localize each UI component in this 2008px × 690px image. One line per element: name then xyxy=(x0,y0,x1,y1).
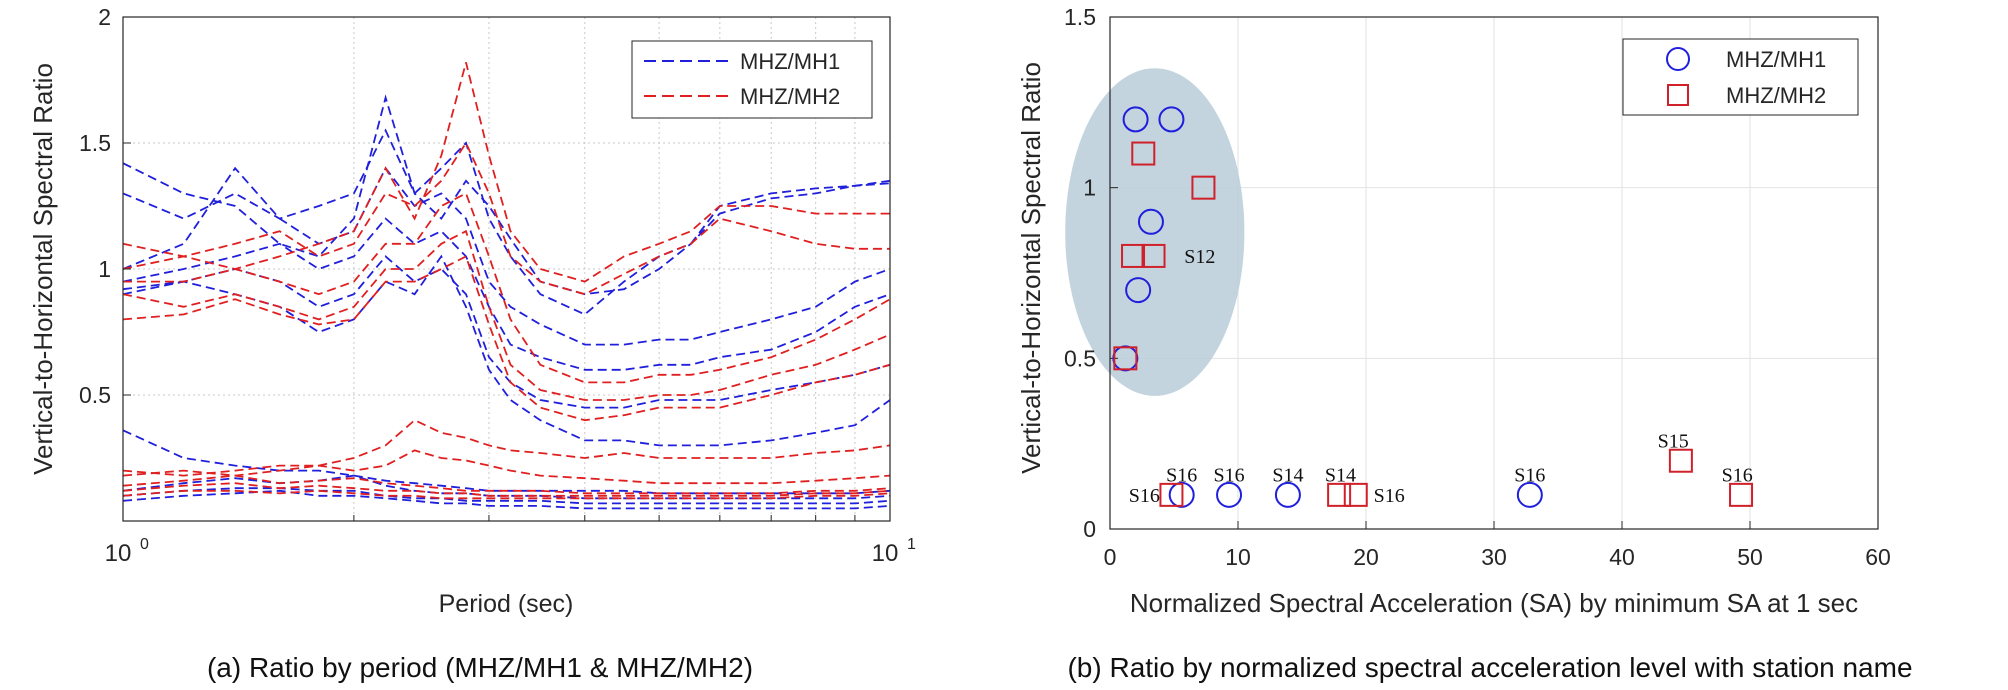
chart-b-point-square xyxy=(1141,243,1166,268)
chart-b-station-label: S16 xyxy=(1722,464,1753,486)
chart-a-series-line xyxy=(122,166,891,346)
chart-b-station-label: S16 xyxy=(1213,464,1244,486)
chart-b-xtick-label: 20 xyxy=(1353,544,1379,570)
chart-b-legend-marker-square xyxy=(1667,84,1689,106)
chart-b-ytick-label: 1 xyxy=(1083,175,1096,201)
chart-a-ytick-label: 2 xyxy=(98,4,111,30)
chart-b-xtick-label: 50 xyxy=(1737,544,1763,570)
chart-a-series-line xyxy=(123,192,891,384)
chart-b-point-square xyxy=(1113,346,1138,371)
chart-b-ytick-label: 0 xyxy=(1083,516,1096,542)
chart-b-point-square xyxy=(1191,175,1216,200)
chart-a-ytick-label: 0.5 xyxy=(79,382,111,408)
caption-a: (a) Ratio by period (MHZ/MH1 & MHZ/MH2) xyxy=(207,652,753,683)
chart-b-xtick-label: 40 xyxy=(1609,544,1635,570)
chart-b-legend: MHZ/MH1 MHZ/MH2 xyxy=(1622,38,1859,116)
chart-a-legend: MHZ/MH1 MHZ/MH2 xyxy=(631,40,873,119)
chart-a-series-line xyxy=(122,489,891,500)
chart-b-point-circle xyxy=(1137,208,1164,235)
chart-b-point-circle xyxy=(1158,106,1185,133)
chart-a-series-line xyxy=(122,141,890,296)
chart-b-point-square xyxy=(1729,482,1754,507)
chart-a-ylabel: Vertical-to-Horizontal Spectral Ratio xyxy=(28,63,58,475)
chart-b-point-square xyxy=(1343,482,1368,507)
chart-a-series-line xyxy=(122,474,891,495)
chart-a-legend-label-2: MHZ/MH2 xyxy=(740,84,840,109)
chart-a-ytick-label: 1.5 xyxy=(79,130,111,156)
chart-a-series-line xyxy=(122,474,891,500)
chart-a-series-line xyxy=(122,254,891,447)
chart-b-ytick-label: 0.5 xyxy=(1064,345,1096,371)
chart-b-point-circle xyxy=(1122,106,1149,133)
chart-b-legend-label-2: MHZ/MH2 xyxy=(1726,83,1826,108)
chart-a-series-line xyxy=(122,62,890,283)
chart-a-legend-label-1: MHZ/MH1 xyxy=(740,49,840,74)
caption-b: (b) Ratio by normalized spectral acceler… xyxy=(1067,652,1912,683)
chart-b-point-square xyxy=(1327,482,1352,507)
chart-a-series-line xyxy=(122,487,891,505)
chart-b-annotations: S12 S16 S16 S14 S14 S16 S15 S16 S16 S16 xyxy=(1129,246,1753,507)
chart-b-xtick-label: 30 xyxy=(1481,544,1507,570)
chart-b: 0 10 20 30 40 50 60 0 0.5 1 1.5 S12 S16 S16 S14 S14 S16… xyxy=(1016,4,1891,618)
chart-a-series-line xyxy=(122,419,891,477)
chart-a-series-line xyxy=(122,482,891,497)
chart-a-legend-box xyxy=(631,40,873,119)
chart-b-point-square xyxy=(1131,141,1156,166)
chart-b-legend-label-1: MHZ/MH1 xyxy=(1726,47,1826,72)
chart-b-ylabel: Vertical-to-Horizontal Spectral Ratio xyxy=(1016,62,1046,474)
chart-a-xtick-exponent: 0 xyxy=(140,536,149,553)
chart-a-series-line xyxy=(122,217,891,371)
chart-b-point-circle xyxy=(1125,277,1152,304)
chart-a-xtick-label: 10 xyxy=(872,540,899,567)
chart-b-station-label: S14 xyxy=(1325,464,1356,486)
chart-b-station-label: S16 xyxy=(1514,464,1545,486)
chart-b-station-label: S16 xyxy=(1374,485,1405,507)
chart-a-series-line xyxy=(122,128,891,316)
chart-b-points xyxy=(1112,106,1754,508)
chart-a-series-line xyxy=(122,449,891,485)
chart-b-legend-marker-circle xyxy=(1666,47,1690,71)
chart-b-xtick-label: 60 xyxy=(1865,544,1891,570)
chart-b-station-label: S14 xyxy=(1272,464,1303,486)
chart-b-point-square xyxy=(1159,482,1184,507)
chart-b-ticks: 0 10 20 30 40 50 60 0 0.5 1 1.5 xyxy=(1064,4,1891,570)
chart-a: 2 1.5 1 0.5 10 0 10 1 Period (sec) Vertical-to-… xyxy=(28,4,916,618)
chart-a-lines xyxy=(122,62,891,510)
chart-b-xlabel: Normalized Spectral Acceleration (SA) by… xyxy=(1130,588,1858,618)
chart-a-series-line xyxy=(122,489,891,510)
chart-b-ytick-label: 1.5 xyxy=(1064,4,1096,30)
chart-b-legend-box xyxy=(1622,38,1859,116)
chart-a-xtick-exponent: 1 xyxy=(907,536,916,553)
chart-b-station-label: S12 xyxy=(1184,246,1215,268)
chart-a-series-line xyxy=(122,255,891,409)
chart-b-point-square xyxy=(1668,448,1693,473)
chart-a-xtick-label: 10 xyxy=(105,540,132,567)
chart-b-point-circle xyxy=(1516,481,1543,508)
chart-b-point-circle xyxy=(1216,481,1243,508)
chart-b-xtick-label: 0 xyxy=(1104,544,1117,570)
chart-b-point-square xyxy=(1121,243,1146,268)
chart-a-ytick-label: 1 xyxy=(98,256,111,282)
chart-b-point-circle xyxy=(1274,481,1301,508)
chart-b-station-label: S16 xyxy=(1166,464,1197,486)
chart-a-series-line xyxy=(122,229,891,401)
chart-b-station-label: S16 xyxy=(1129,485,1160,507)
chart-b-xtick-label: 10 xyxy=(1225,544,1251,570)
chart-a-ticks: 2 1.5 1 0.5 10 0 10 1 xyxy=(79,4,916,567)
chart-a-xlabel: Period (sec) xyxy=(439,590,574,618)
chart-b-station-label: S15 xyxy=(1658,430,1689,452)
